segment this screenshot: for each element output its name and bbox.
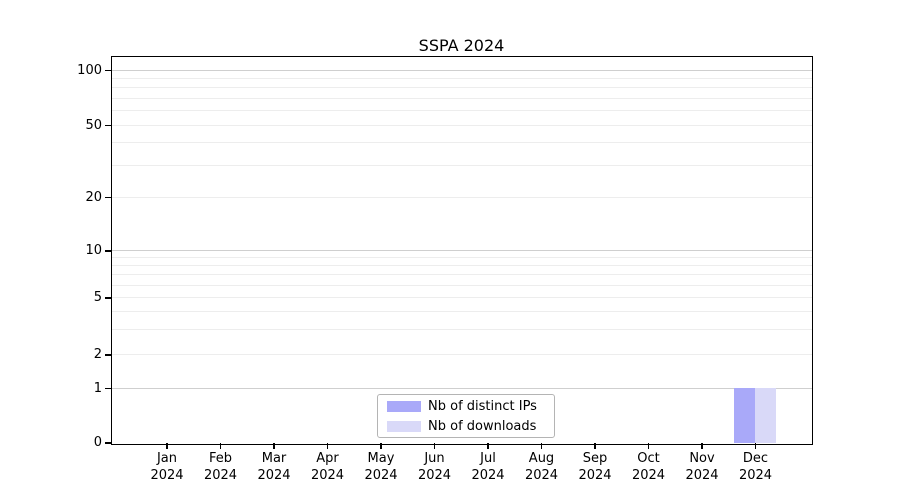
gridline-minor [111, 265, 812, 267]
x-tick-mark [219, 443, 222, 449]
gridline-minor [111, 142, 812, 144]
gridline-minor [111, 297, 812, 298]
gridline-minor [111, 328, 812, 330]
x-tick-label: Aug 2024 [524, 451, 559, 483]
gridline-major [111, 250, 812, 251]
x-tick-label: Nov 2024 [685, 451, 719, 483]
x-tick-mark [326, 443, 329, 449]
gridline-minor [111, 310, 812, 312]
legend-item-distinct-ips: Nb of distinct IPs [387, 398, 554, 415]
legend-label-distinct-ips: Nb of distinct IPs [428, 398, 537, 414]
legend-swatch-distinct-ips [387, 400, 421, 412]
x-tick-mark [647, 443, 650, 449]
x-tick-mark [380, 443, 382, 449]
legend: Nb of distinct IPs Nb of downloads [377, 394, 555, 438]
x-tick-label: Oct 2024 [631, 451, 666, 483]
y-tick-mark [105, 354, 111, 356]
legend-item-downloads: Nb of downloads [387, 418, 554, 435]
y-tick-label: 5 [93, 290, 102, 305]
y-tick-mark [105, 196, 111, 199]
y-tick-label: 0 [93, 435, 102, 450]
y-tick-label: 2 [93, 347, 102, 362]
x-tick-mark [487, 443, 489, 449]
y-tick-mark [105, 297, 111, 299]
x-tick-mark [540, 443, 543, 449]
x-tick-mark [433, 443, 436, 449]
plot-area [110, 55, 813, 445]
y-tick-mark [105, 442, 111, 444]
x-tick-label: Dec 2024 [738, 451, 773, 483]
y-tick-mark [105, 250, 111, 252]
x-tick-label: Feb 2024 [203, 451, 238, 483]
y-tick-label: 10 [85, 243, 102, 258]
gridline-minor [111, 284, 812, 286]
bar-downloads-dec [755, 388, 776, 443]
gridline-minor [111, 257, 812, 259]
gridline-major [111, 69, 812, 71]
chart-title: SSPA 2024 [418, 36, 505, 55]
x-tick-label: Sep 2024 [578, 451, 612, 483]
gridline-minor [111, 110, 812, 112]
gridline-minor [111, 87, 812, 89]
gridline-minor [111, 274, 812, 276]
x-tick-label: Jun 2024 [417, 451, 452, 483]
gridline-minor [111, 97, 812, 99]
y-tick-label: 20 [85, 189, 102, 205]
legend-swatch-downloads [387, 420, 421, 432]
x-tick-label: Jul 2024 [471, 451, 505, 483]
gridline-minor [111, 196, 812, 198]
y-tick-mark [105, 124, 111, 127]
y-tick-label: 1 [93, 380, 102, 396]
x-tick-label: Mar 2024 [257, 451, 291, 483]
x-tick-mark [754, 443, 757, 449]
gridline-minor [111, 124, 812, 126]
gridline-minor [111, 164, 812, 166]
y-tick-mark [105, 69, 111, 72]
y-tick-label: 50 [85, 117, 102, 133]
x-tick-mark [273, 443, 275, 449]
gridline-minor [111, 354, 812, 355]
x-tick-label: Apr 2024 [310, 451, 345, 483]
gridline-minor [111, 77, 812, 79]
x-tick-mark [701, 443, 703, 449]
gridline-major [111, 387, 812, 389]
y-tick-mark [105, 387, 111, 390]
bar-distinct-ips-dec [734, 388, 755, 443]
x-tick-label: Jan 2024 [150, 451, 184, 483]
legend-label-downloads: Nb of downloads [428, 418, 537, 434]
x-tick-mark [166, 443, 168, 449]
x-tick-mark [594, 443, 596, 449]
y-tick-label: 100 [77, 62, 102, 78]
x-tick-label: May 2024 [364, 451, 398, 483]
